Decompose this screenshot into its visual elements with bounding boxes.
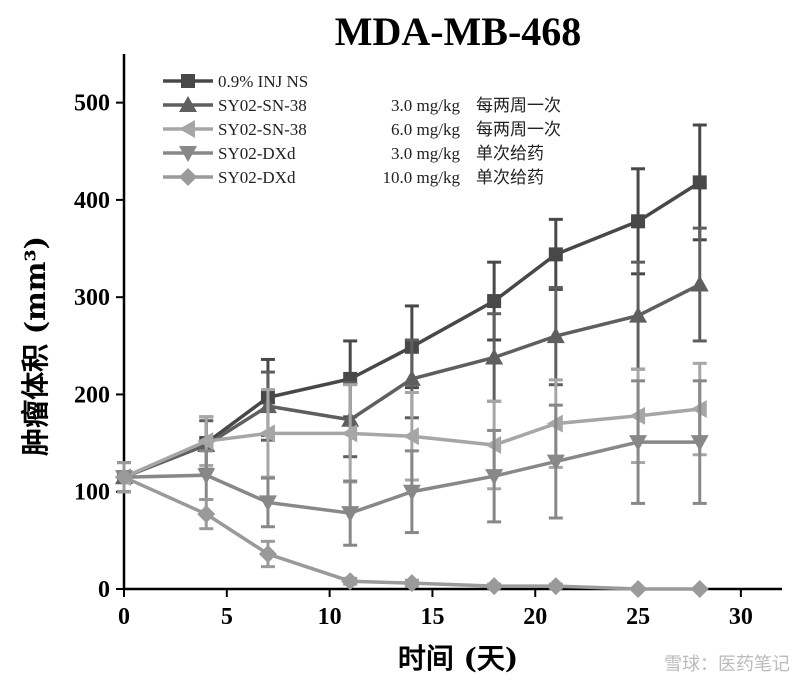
legend-dose: 3.0 mg/kg [391, 144, 460, 163]
series-4 [115, 461, 709, 598]
legend-schedule: 每两周一次 [476, 120, 561, 139]
y-tick-label: 0 [98, 577, 110, 603]
data-point [692, 175, 707, 190]
data-point [402, 484, 421, 501]
data-point [629, 306, 648, 323]
data-point [341, 506, 360, 523]
legend-marker [179, 168, 197, 186]
data-point [690, 435, 709, 452]
y-tick-label: 300 [74, 285, 110, 311]
data-point [546, 327, 565, 344]
data-point [548, 247, 563, 262]
legend-name: 0.9% INJ NS [218, 72, 308, 91]
legend-marker [179, 120, 195, 138]
legend-item: SY02-DXd 10.0 mg/kg 单次给药 [163, 168, 544, 187]
data-point [197, 468, 216, 485]
data-point [115, 468, 133, 487]
data-point [485, 577, 504, 596]
x-tick-label: 5 [221, 604, 233, 630]
chart-title: MDA-MB-468 [335, 9, 582, 54]
x-tick-label: 10 [318, 604, 342, 630]
y-tick-label: 400 [74, 188, 110, 214]
data-point [690, 580, 709, 598]
legend-item: SY02-SN-38 3.0 mg/kg 每两周一次 [163, 96, 561, 115]
y-tick-label: 200 [74, 382, 110, 408]
data-point [402, 369, 421, 386]
x-tick-label: 30 [729, 604, 753, 630]
legend-marker [179, 96, 197, 112]
data-point [258, 424, 275, 443]
data-point [402, 427, 419, 446]
data-point [546, 454, 565, 471]
legend-dose: 3.0 mg/kg [391, 96, 460, 115]
legend-name: SY02-DXd [218, 168, 296, 187]
data-point [258, 544, 277, 563]
legend-dose: 6.0 mg/kg [391, 120, 460, 139]
data-point [341, 572, 360, 591]
data-point [258, 495, 277, 512]
data-point [487, 294, 502, 309]
legend-item: SY02-DXd 3.0 mg/kg 单次给药 [163, 144, 544, 163]
legend-name: SY02-SN-38 [218, 120, 307, 139]
x-tick-label: 20 [523, 604, 547, 630]
y-tick-label: 100 [74, 480, 110, 506]
data-point [690, 275, 709, 292]
legend-item: SY02-SN-38 6.0 mg/kg 每两周一次 [163, 120, 561, 139]
legend-name: SY02-SN-38 [218, 96, 307, 115]
legend-schedule: 每两周一次 [476, 96, 561, 115]
x-tick-label: 15 [420, 604, 444, 630]
legend-name: SY02-DXd [218, 144, 296, 163]
legend-dose: 10.0 mg/kg [383, 168, 461, 187]
x-tick-label: 0 [118, 604, 130, 630]
data-point [485, 469, 504, 486]
legend-schedule: 单次给药 [476, 168, 544, 187]
x-axis-label: 时间 (天) [398, 642, 518, 675]
data-point [546, 577, 565, 596]
y-axis-label: 肿瘤体积 (mm³) [19, 236, 52, 456]
legend-schedule: 单次给药 [476, 144, 544, 163]
data-point [485, 348, 504, 365]
data-point [629, 435, 648, 452]
data-point [629, 580, 648, 598]
data-point [341, 424, 358, 443]
legend-marker [181, 74, 195, 88]
y-tick-label: 500 [74, 91, 110, 117]
legend-marker [179, 146, 197, 162]
legend-item: 0.9% INJ NS [163, 72, 308, 91]
data-point [402, 574, 421, 593]
data-point [197, 432, 214, 451]
x-tick-label: 25 [626, 604, 650, 630]
data-point [631, 214, 646, 229]
data-point [197, 505, 216, 524]
watermark: 雪球：医药笔记 [664, 654, 790, 675]
